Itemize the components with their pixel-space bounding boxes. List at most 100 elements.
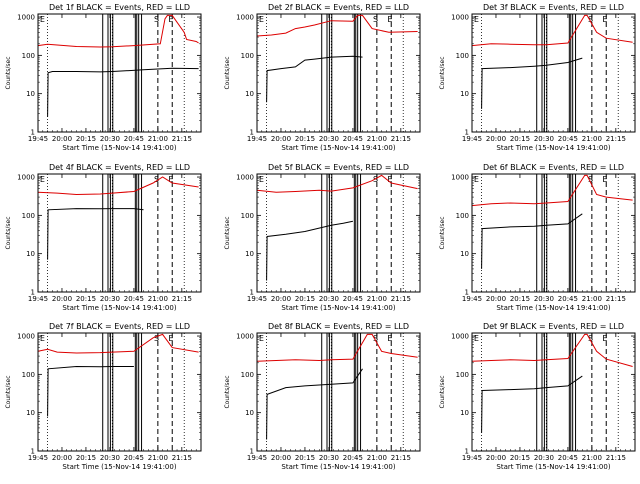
y-tick-label: 10 (460, 90, 469, 98)
x-axis-label: Start Time (15-Nov-14 19:41:00) (62, 463, 176, 471)
x-tick-label: 20:30 (534, 135, 554, 143)
y-tick-label: 100 (22, 212, 35, 220)
x-tick-label: 21:15 (391, 454, 411, 462)
y-tick-label: 10 (245, 90, 254, 98)
x-tick-label: 20:00 (52, 135, 72, 143)
flag-label: E (387, 334, 392, 343)
panel-title: Det 5f BLACK = Events, RED = LLD (268, 163, 409, 172)
series-line-events (481, 213, 583, 269)
panel-title: Det 9f BLACK = Events, RED = LLD (483, 322, 624, 331)
y-tick-label: 1000 (236, 14, 254, 22)
x-tick-label: 20:45 (343, 295, 363, 303)
x-tick-label: 20:15 (510, 135, 530, 143)
x-tick-label: 20:00 (52, 295, 72, 303)
flag-label: S (154, 334, 159, 343)
panel-det-2: Det 2f BLACK = Events, RED = LLD Counts/s… (224, 3, 421, 152)
x-tick-label: 20:30 (100, 454, 120, 462)
y-tick-label: 100 (456, 52, 469, 60)
x-tick-label: 19:45 (247, 135, 267, 143)
x-axis-label: Start Time (15-Nov-14 19:41:00) (496, 463, 610, 471)
flag-label: E (40, 15, 45, 24)
x-tick-label: 21:00 (367, 135, 387, 143)
x-tick-label: 20:45 (124, 454, 144, 462)
x-tick-label: 19:45 (247, 295, 267, 303)
x-tick-label: 21:00 (148, 135, 168, 143)
plot-frame (471, 173, 636, 293)
y-tick-label: 100 (456, 212, 469, 220)
y-tick-label: 1 (250, 289, 254, 297)
x-tick-label: 20:15 (295, 295, 315, 303)
x-axis-label: Start Time (15-Nov-14 19:41:00) (62, 144, 176, 152)
y-tick-label: 100 (456, 371, 469, 379)
x-tick-label: 20:30 (100, 135, 120, 143)
y-tick-label: 10 (460, 409, 469, 417)
flag-label: E (168, 15, 173, 24)
flag-label: E (40, 334, 45, 343)
x-tick-label: 19:45 (28, 295, 48, 303)
series-line-lld (37, 14, 199, 48)
x-tick-label: 20:30 (534, 454, 554, 462)
flag-label: E (387, 175, 392, 184)
x-tick-label: 20:00 (271, 454, 291, 462)
x-tick-label: 21:15 (172, 295, 192, 303)
series-line-lld (256, 14, 418, 37)
y-tick-label: 10 (26, 409, 35, 417)
x-tick-label: 21:00 (148, 295, 168, 303)
x-tick-label: 19:45 (28, 135, 48, 143)
flag-label: E (602, 15, 607, 24)
y-axis-label: Counts/sec (5, 375, 12, 408)
x-tick-label: 20:30 (534, 295, 554, 303)
x-axis-label: Start Time (15-Nov-14 19:41:00) (496, 304, 610, 312)
y-tick-label: 10 (245, 409, 254, 417)
x-tick-label: 20:45 (343, 135, 363, 143)
series-line-lld (471, 174, 633, 207)
y-tick-label: 1000 (451, 174, 469, 182)
series-line-lld (37, 176, 199, 196)
series-line-lld (256, 333, 418, 362)
y-tick-label: 100 (22, 52, 35, 60)
x-tick-label: 19:45 (247, 454, 267, 462)
x-axis-label: Start Time (15-Nov-14 19:41:00) (281, 463, 395, 471)
y-axis-label: Counts/sec (224, 375, 231, 408)
x-tick-label: 21:00 (582, 454, 602, 462)
x-tick-label: 20:00 (271, 295, 291, 303)
flag-label: S (154, 175, 159, 184)
y-tick-label: 10 (26, 250, 35, 258)
plot-frame (37, 13, 202, 133)
plot-frame (37, 332, 202, 452)
x-tick-label: 21:15 (172, 135, 192, 143)
series-line-lld (471, 333, 633, 367)
x-tick-label: 21:00 (582, 135, 602, 143)
y-tick-label: 1000 (17, 333, 35, 341)
flag-label: E (474, 334, 479, 343)
y-tick-label: 1 (31, 129, 35, 137)
y-tick-label: 1000 (451, 14, 469, 22)
x-tick-label: 20:00 (486, 135, 506, 143)
series-line-events (481, 57, 583, 109)
x-tick-label: 20:15 (295, 135, 315, 143)
y-tick-label: 1000 (17, 174, 35, 182)
panel-title: Det 3f BLACK = Events, RED = LLD (483, 3, 624, 12)
x-tick-label: 20:30 (100, 295, 120, 303)
panel-det-9: Det 9f BLACK = Events, RED = LLD Counts/s… (439, 322, 636, 471)
x-tick-label: 20:15 (510, 454, 530, 462)
series-line-lld (471, 14, 633, 47)
flag-label: E (40, 175, 45, 184)
x-tick-label: 21:15 (172, 454, 192, 462)
panel-title: Det 2f BLACK = Events, RED = LLD (268, 3, 409, 12)
y-tick-label: 10 (245, 250, 254, 258)
x-tick-label: 21:00 (148, 454, 168, 462)
panel-det-6: Det 6f BLACK = Events, RED = LLD Counts/s… (439, 163, 636, 312)
x-tick-label: 20:45 (558, 295, 578, 303)
x-tick-label: 21:00 (367, 454, 387, 462)
y-axis-label: Counts/sec (5, 56, 12, 89)
x-tick-label: 20:15 (76, 454, 96, 462)
x-tick-label: 20:00 (52, 454, 72, 462)
panel-det-5: Det 5f BLACK = Events, RED = LLD Counts/s… (224, 163, 421, 312)
plot-frame (471, 13, 636, 133)
x-tick-label: 21:00 (582, 295, 602, 303)
y-axis-label: Counts/sec (224, 56, 231, 89)
x-tick-label: 21:15 (606, 135, 626, 143)
flag-label: S (154, 15, 159, 24)
